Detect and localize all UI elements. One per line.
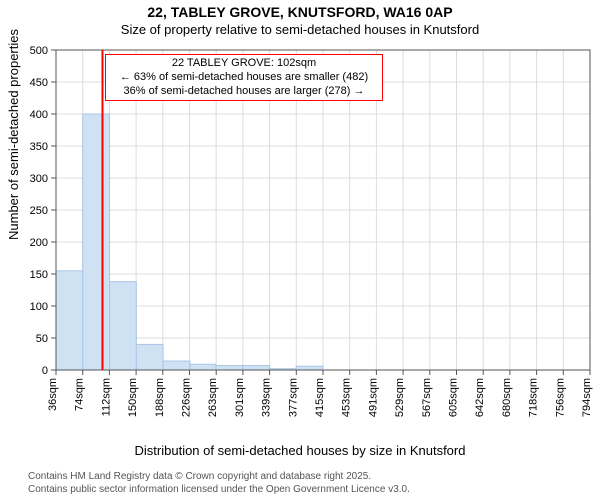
x-tick-label: 756sqm <box>554 378 566 417</box>
x-tick-label: 794sqm <box>581 378 593 417</box>
svg-text:250: 250 <box>30 205 48 217</box>
svg-text:450: 450 <box>30 77 48 89</box>
chart-plot-area: 0 50 100 150 200 250 300 350 400 450 500 36sqm 74sqm… <box>0 44 600 459</box>
svg-text:0: 0 <box>42 365 48 377</box>
svg-text:100: 100 <box>30 301 48 313</box>
svg-text:300: 300 <box>30 173 48 185</box>
svg-text:350: 350 <box>30 141 48 153</box>
x-tick-label: 301sqm <box>234 378 246 417</box>
x-tick-label: 529sqm <box>394 378 406 417</box>
histogram-bar <box>216 366 243 370</box>
x-tick-label: 377sqm <box>287 378 299 417</box>
x-tick-label: 605sqm <box>448 378 460 417</box>
svg-text:500: 500 <box>30 45 48 57</box>
x-tick-label: 150sqm <box>127 378 139 417</box>
x-tick-label: 642sqm <box>474 378 486 417</box>
x-tick-label: 112sqm <box>100 378 112 416</box>
x-axis-label: Distribution of semi-detached houses by … <box>0 443 600 458</box>
histogram-bar <box>243 366 270 370</box>
footer-attribution: Contains HM Land Registry data © Crown c… <box>28 471 410 496</box>
x-tick-label: 74sqm <box>74 378 86 411</box>
footer-line1: Contains HM Land Registry data © Crown c… <box>28 471 410 484</box>
x-tick-label: 263sqm <box>207 378 219 417</box>
annotation-box: 22 TABLEY GROVE: 102sqm ← 63% of semi-de… <box>105 54 383 101</box>
histogram-bar <box>136 344 163 370</box>
annotation-line1: 22 TABLEY GROVE: 102sqm <box>110 57 378 71</box>
histogram-bar <box>163 361 190 370</box>
histogram-bar <box>296 366 323 370</box>
chart-title-main: 22, TABLEY GROVE, KNUTSFORD, WA16 0AP <box>0 4 600 20</box>
x-tick-label: 188sqm <box>154 378 166 417</box>
chart-title-sub: Size of property relative to semi-detach… <box>0 22 600 37</box>
x-tick-label: 36sqm <box>47 378 59 411</box>
svg-text:200: 200 <box>30 237 48 249</box>
x-tick-label: 415sqm <box>314 378 326 417</box>
annotation-line3: 36% of semi-detached houses are larger (… <box>110 85 378 99</box>
histogram-bar <box>56 271 83 370</box>
histogram-bar <box>83 114 110 370</box>
svg-text:50: 50 <box>36 333 48 345</box>
histogram-bar <box>110 282 137 370</box>
x-tick-label: 680sqm <box>501 378 513 417</box>
x-tick-label: 226sqm <box>181 378 193 417</box>
svg-text:150: 150 <box>30 269 48 281</box>
x-tick-label: 339sqm <box>261 378 273 417</box>
x-tick-label: 718sqm <box>528 378 540 417</box>
footer-line2: Contains public sector information licen… <box>28 484 410 497</box>
annotation-line2: ← 63% of semi-detached houses are smalle… <box>110 71 378 85</box>
x-tick-label: 491sqm <box>367 378 379 417</box>
x-tick-label: 453sqm <box>341 378 353 417</box>
x-tick-label: 567sqm <box>421 378 433 417</box>
svg-text:400: 400 <box>30 109 48 121</box>
y-axis-label: Number of semi-detached properties <box>6 29 21 240</box>
histogram-bar <box>190 364 216 370</box>
